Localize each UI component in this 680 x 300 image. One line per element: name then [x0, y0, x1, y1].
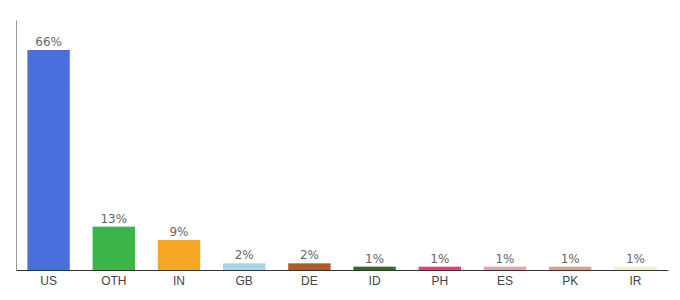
- x-tick: ID: [369, 274, 381, 288]
- chart: US OTH IN GB DE ID PH ES PK IR 66% 13% 9% 2% 2% 1% 1% 1% 1…: [0, 0, 680, 300]
- bar: [288, 263, 330, 270]
- bars: [27, 50, 656, 270]
- x-tick: US: [40, 274, 57, 288]
- data-label: 1%: [626, 252, 645, 266]
- x-tick-label: GB: [236, 274, 253, 288]
- x-tick-label: ES: [497, 274, 513, 288]
- y-axis: [16, 21, 17, 271]
- x-tick: IN: [173, 274, 185, 288]
- x-tick: ES: [497, 274, 513, 288]
- x-tick-label: OTH: [101, 274, 126, 288]
- bar: [614, 267, 656, 270]
- x-tick-label: IR: [629, 274, 641, 288]
- data-labels: 66% 13% 9% 2% 2% 1% 1% 1% 1% 1%: [35, 35, 645, 266]
- data-label: 2%: [300, 248, 319, 262]
- x-tick: PH: [431, 274, 448, 288]
- data-label: 9%: [169, 225, 188, 239]
- bar: [223, 263, 265, 270]
- x-tick: IR: [629, 274, 641, 288]
- data-label: 1%: [365, 252, 384, 266]
- x-tick: DE: [301, 274, 318, 288]
- x-tick: OTH: [101, 274, 126, 288]
- bar: [93, 227, 135, 270]
- data-label: 2%: [235, 248, 254, 262]
- x-tick-label: US: [40, 274, 57, 288]
- bar: [484, 267, 526, 270]
- bar: [549, 267, 591, 270]
- x-tick-label: PK: [562, 274, 578, 288]
- data-label: 66%: [35, 35, 62, 49]
- y-axis-line: [16, 21, 17, 271]
- x-tick: GB: [236, 274, 253, 288]
- x-tick-label: ID: [369, 274, 381, 288]
- bar: [27, 50, 69, 270]
- bar: [419, 267, 461, 270]
- data-label: 13%: [100, 212, 127, 226]
- plot: US OTH IN GB DE ID PH ES PK IR 66% 13% 9% 2% 2% 1% 1% 1% 1…: [17, 21, 669, 288]
- x-tick-label: IN: [173, 274, 185, 288]
- x-axis: US OTH IN GB DE ID PH ES PK IR: [17, 271, 669, 288]
- data-label: 1%: [561, 252, 580, 266]
- data-label: 1%: [430, 252, 449, 266]
- bar: [158, 240, 200, 270]
- bar: [353, 267, 395, 270]
- x-tick-label: PH: [431, 274, 448, 288]
- x-tick: PK: [562, 274, 578, 288]
- x-tick-label: DE: [301, 274, 318, 288]
- x-axis-line: [17, 270, 669, 271]
- data-label: 1%: [495, 252, 514, 266]
